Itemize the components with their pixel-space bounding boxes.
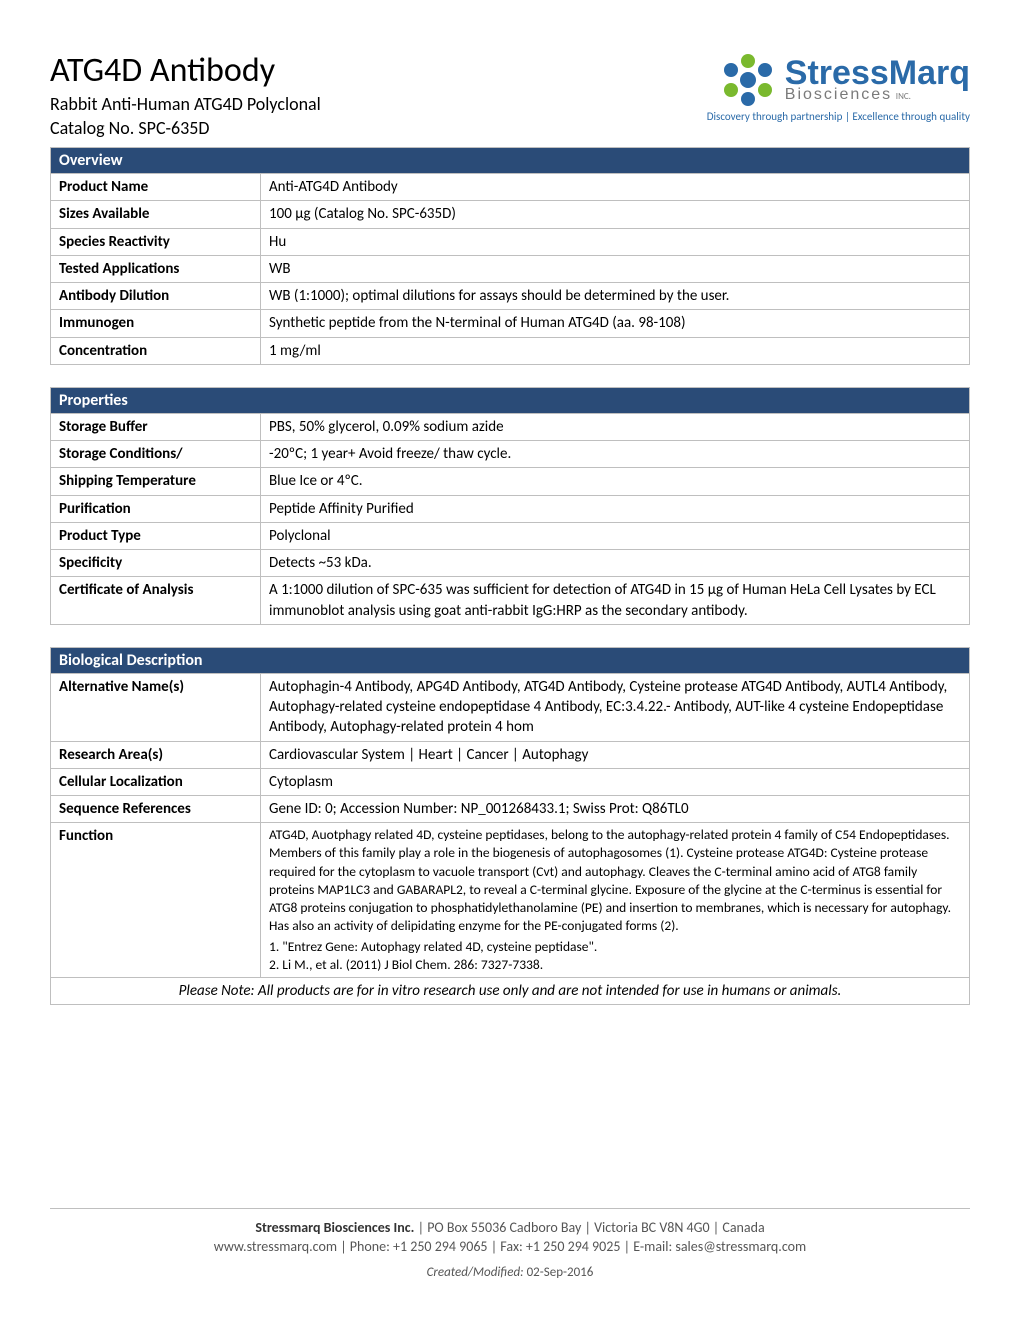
subtitle: Rabbit Anti-Human ATG4D Polyclonal: [50, 93, 321, 115]
row-label: Product Type: [51, 522, 261, 549]
row-label: Storage Conditions/: [51, 441, 261, 468]
row-value: WB (1:1000); optimal dilutions for assay…: [261, 283, 970, 310]
table-row: Storage BufferPBS, 50% glycerol, 0.09% s…: [51, 413, 970, 440]
row-value: 1 mg/ml: [261, 337, 970, 364]
header-right: StressMarq Biosciences INC. Discovery th…: [707, 50, 970, 123]
table-row: Certificate of AnalysisA 1:1000 dilution…: [51, 577, 970, 625]
row-label: Research Area(s): [51, 741, 261, 768]
row-label: Purification: [51, 495, 261, 522]
footer-sep: |: [418, 1219, 428, 1236]
brand-logo: StressMarq Biosciences INC.: [707, 52, 970, 108]
footer: Stressmarq Biosciences Inc. | PO Box 550…: [50, 1208, 970, 1280]
row-value: Detects ~53 kDa.: [261, 550, 970, 577]
section-header: Properties: [51, 387, 970, 413]
footer-date: Created/Modified: 02-Sep-2016: [50, 1265, 970, 1280]
row-value: Autophagin-4 Antibody, APG4D Antibody, A…: [261, 673, 970, 741]
catalog-number: Catalog No. SPC-635D: [50, 117, 321, 139]
row-label: Storage Buffer: [51, 413, 261, 440]
section-table: Biological DescriptionAlternative Name(s…: [50, 647, 970, 1006]
logo-icon: [717, 52, 779, 108]
footer-company: Stressmarq Biosciences Inc.: [255, 1219, 414, 1236]
table-row: Antibody DilutionWB (1:1000); optimal di…: [51, 283, 970, 310]
brand-tagline: Discovery through partnership | Excellen…: [707, 110, 970, 123]
row-label: Sequence References: [51, 796, 261, 823]
row-label: Shipping Temperature: [51, 468, 261, 495]
header-left: ATG4D Antibody Rabbit Anti-Human ATG4D P…: [50, 50, 321, 139]
table-row: SpecificityDetects ~53 kDa.: [51, 550, 970, 577]
table-row: Cellular LocalizationCytoplasm: [51, 768, 970, 795]
note-text: Please Note: All products are for in vit…: [51, 978, 970, 1005]
table-row: Shipping TemperatureBlue Ice or 4ºC.: [51, 468, 970, 495]
row-label: Certificate of Analysis: [51, 577, 261, 625]
row-label: Immunogen: [51, 310, 261, 337]
section-header: Biological Description: [51, 647, 970, 673]
footer-date-label: Created/Modified:: [427, 1265, 524, 1280]
row-value: Polyclonal: [261, 522, 970, 549]
row-label: Function: [51, 823, 261, 978]
row-label: Alternative Name(s): [51, 673, 261, 741]
note-row: Please Note: All products are for in vit…: [51, 978, 970, 1005]
row-label: Specificity: [51, 550, 261, 577]
table-row: Product TypePolyclonal: [51, 522, 970, 549]
table-row: FunctionATG4D, Auotphagy related 4D, cys…: [51, 823, 970, 978]
header: ATG4D Antibody Rabbit Anti-Human ATG4D P…: [50, 50, 970, 139]
footer-date-value: 02-Sep-2016: [527, 1265, 594, 1280]
row-value: -20ºC; 1 year+ Avoid freeze/ thaw cycle.: [261, 441, 970, 468]
brand-inc: INC.: [896, 91, 911, 102]
row-value: WB: [261, 255, 970, 282]
section-header: Overview: [51, 148, 970, 174]
table-row: Alternative Name(s)Autophagin-4 Antibody…: [51, 673, 970, 741]
table-row: ImmunogenSynthetic peptide from the N-te…: [51, 310, 970, 337]
row-label: Tested Applications: [51, 255, 261, 282]
footer-address-text: PO Box 55036 Cadboro Bay | Victoria BC V…: [427, 1219, 764, 1236]
row-label: Concentration: [51, 337, 261, 364]
table-row: Storage Conditions/-20ºC; 1 year+ Avoid …: [51, 441, 970, 468]
sections: OverviewProduct NameAnti-ATG4D AntibodyS…: [50, 147, 970, 1005]
row-value: ATG4D, Auotphagy related 4D, cysteine pe…: [261, 823, 970, 978]
page-title: ATG4D Antibody: [50, 50, 321, 91]
row-value: A 1:1000 dilution of SPC-635 was suffici…: [261, 577, 970, 625]
row-value: Gene ID: 0; Accession Number: NP_0012684…: [261, 796, 970, 823]
row-value: Peptide Affinity Purified: [261, 495, 970, 522]
row-value: Synthetic peptide from the N-terminal of…: [261, 310, 970, 337]
row-value: PBS, 50% glycerol, 0.09% sodium azide: [261, 413, 970, 440]
table-row: Species ReactivityHu: [51, 228, 970, 255]
table-row: Product NameAnti-ATG4D Antibody: [51, 174, 970, 201]
table-row: Sequence ReferencesGene ID: 0; Accession…: [51, 796, 970, 823]
row-value: Cardiovascular System | Heart | Cancer |…: [261, 741, 970, 768]
section-table: OverviewProduct NameAnti-ATG4D AntibodyS…: [50, 147, 970, 365]
table-row: PurificationPeptide Affinity Purified: [51, 495, 970, 522]
table-row: Tested ApplicationsWB: [51, 255, 970, 282]
row-value: 100 µg (Catalog No. SPC-635D): [261, 201, 970, 228]
row-value: Anti-ATG4D Antibody: [261, 174, 970, 201]
table-row: Sizes Available100 µg (Catalog No. SPC-6…: [51, 201, 970, 228]
brand-sub: Biosciences: [785, 86, 892, 103]
row-label: Sizes Available: [51, 201, 261, 228]
table-row: Concentration1 mg/ml: [51, 337, 970, 364]
footer-address: Stressmarq Biosciences Inc. | PO Box 550…: [50, 1219, 970, 1236]
row-label: Species Reactivity: [51, 228, 261, 255]
row-label: Cellular Localization: [51, 768, 261, 795]
brand-name: StressMarq: [785, 58, 970, 89]
table-row: Research Area(s)Cardiovascular System | …: [51, 741, 970, 768]
row-value: Cytoplasm: [261, 768, 970, 795]
logo-text: StressMarq Biosciences INC.: [785, 58, 970, 103]
row-value: Hu: [261, 228, 970, 255]
row-label: Antibody Dilution: [51, 283, 261, 310]
row-label: Product Name: [51, 174, 261, 201]
row-value: Blue Ice or 4ºC.: [261, 468, 970, 495]
section-table: PropertiesStorage BufferPBS, 50% glycero…: [50, 387, 970, 625]
footer-contact: www.stressmarq.com | Phone: +1 250 294 9…: [50, 1238, 970, 1255]
